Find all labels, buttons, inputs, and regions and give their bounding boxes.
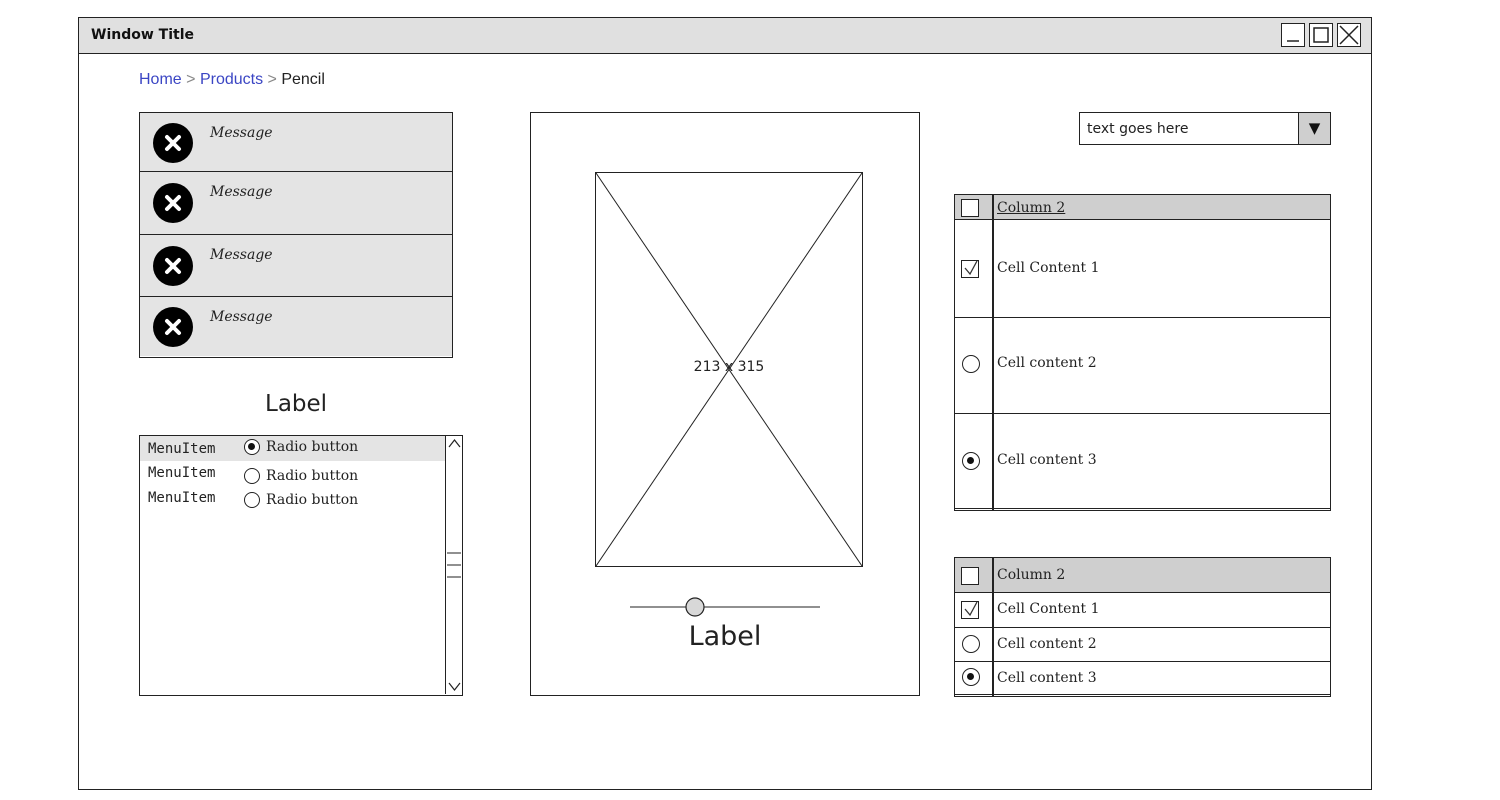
image-panel: 213 x 315 Label bbox=[530, 112, 920, 696]
vertical-scrollbar[interactable] bbox=[445, 436, 462, 694]
image-dimensions: 213 x 315 bbox=[693, 359, 765, 375]
radio-button[interactable] bbox=[244, 439, 260, 455]
cell-text: Cell content 2 bbox=[997, 636, 1097, 652]
maximize-button[interactable] bbox=[1309, 23, 1333, 47]
dropdown-value: text goes here bbox=[1087, 121, 1189, 137]
breadcrumb-products[interactable]: Products bbox=[199, 71, 264, 88]
select-all-checkbox[interactable] bbox=[961, 567, 979, 585]
breadcrumb-separator: > bbox=[186, 71, 196, 88]
table-row[interactable]: Cell content 2 bbox=[955, 318, 1330, 414]
row-checkbox[interactable] bbox=[961, 260, 979, 278]
row-radio[interactable] bbox=[962, 635, 980, 653]
table-row[interactable]: Cell content 3 bbox=[955, 414, 1330, 509]
window-title: Window Title bbox=[91, 27, 194, 43]
checkmark-icon bbox=[964, 601, 978, 617]
row-radio[interactable] bbox=[962, 452, 980, 470]
radio-option[interactable]: Radio button bbox=[244, 468, 358, 484]
radio-button[interactable] bbox=[244, 468, 260, 484]
image-placeholder-icon bbox=[596, 173, 862, 566]
breadcrumb-home[interactable]: Home bbox=[139, 71, 182, 88]
message-item: Message bbox=[140, 297, 452, 356]
table-row[interactable]: Cell content 3 bbox=[955, 662, 1330, 695]
menu-item-label: MenuItem bbox=[148, 490, 216, 506]
column-divider bbox=[992, 558, 994, 696]
breadcrumb: Home > Products > Pencil bbox=[139, 71, 325, 89]
column-divider bbox=[992, 195, 994, 510]
column-header: Column 2 bbox=[997, 567, 1066, 583]
row-radio[interactable] bbox=[962, 668, 980, 686]
menu-item-label: MenuItem bbox=[148, 465, 216, 481]
scroll-thumb-grip-icon bbox=[447, 552, 461, 578]
radio-listbox[interactable]: MenuItem Radio button MenuItem Radio but… bbox=[139, 435, 463, 696]
radio-button[interactable] bbox=[244, 492, 260, 508]
slider-thumb[interactable] bbox=[685, 597, 705, 617]
close-circle-icon[interactable] bbox=[153, 123, 193, 163]
list-item[interactable]: MenuItem Radio button bbox=[140, 436, 445, 461]
radio-option[interactable]: Radio button bbox=[244, 492, 358, 508]
cell-text: Cell Content 1 bbox=[997, 260, 1100, 276]
data-table-compact: Column 2 Cell Content 1 Cell content 2 C… bbox=[954, 557, 1331, 697]
message-item: Message bbox=[140, 235, 452, 297]
row-checkbox[interactable] bbox=[961, 601, 979, 619]
radio-label: Radio button bbox=[266, 492, 359, 508]
title-bar: Window Title bbox=[79, 18, 1371, 54]
slider[interactable] bbox=[630, 596, 820, 618]
radio-option[interactable]: Radio button bbox=[244, 439, 358, 455]
dropdown-button[interactable]: ▼ bbox=[1298, 113, 1330, 144]
app-window: Window Title Home > Products > Pencil Me… bbox=[78, 17, 1372, 790]
radio-label: Radio button bbox=[266, 468, 359, 484]
list-item[interactable]: MenuItem Radio button bbox=[140, 463, 445, 488]
table-row[interactable]: Cell Content 1 bbox=[955, 593, 1330, 628]
message-item: Message bbox=[140, 113, 452, 172]
close-button[interactable] bbox=[1337, 23, 1361, 47]
close-circle-icon[interactable] bbox=[153, 307, 193, 347]
data-table: Column 2 Cell Content 1 Cell content 2 C… bbox=[954, 194, 1331, 511]
message-item: Message bbox=[140, 172, 452, 235]
image-label: Label bbox=[688, 621, 762, 652]
message-text: Message bbox=[210, 125, 273, 141]
table-header: Column 2 bbox=[955, 558, 1330, 593]
message-list: Message Message Message Message bbox=[139, 112, 453, 358]
dropdown-select[interactable]: text goes here ▼ bbox=[1079, 112, 1331, 145]
select-all-checkbox[interactable] bbox=[961, 199, 979, 217]
message-text: Message bbox=[210, 247, 273, 263]
row-radio[interactable] bbox=[962, 355, 980, 373]
table-header: Column 2 bbox=[955, 195, 1330, 220]
list-label: Label bbox=[265, 391, 328, 417]
message-text: Message bbox=[210, 309, 273, 325]
list-item[interactable]: MenuItem Radio button bbox=[140, 488, 445, 513]
cell-text: Cell content 2 bbox=[997, 355, 1097, 371]
cell-text: Cell Content 1 bbox=[997, 601, 1100, 617]
breadcrumb-separator: > bbox=[267, 71, 277, 88]
menu-item-label: MenuItem bbox=[148, 441, 216, 457]
breadcrumb-current: Pencil bbox=[281, 71, 325, 88]
close-icon bbox=[1339, 25, 1359, 45]
minimize-icon bbox=[1287, 40, 1299, 42]
close-circle-icon[interactable] bbox=[153, 183, 193, 223]
maximize-icon bbox=[1313, 27, 1329, 43]
chevron-up-icon bbox=[448, 439, 461, 448]
close-circle-icon[interactable] bbox=[153, 246, 193, 286]
table-row[interactable]: Cell Content 1 bbox=[955, 220, 1330, 318]
image-placeholder: 213 x 315 bbox=[595, 172, 863, 567]
triangle-down-icon: ▼ bbox=[1308, 119, 1321, 137]
chevron-down-icon bbox=[448, 682, 461, 691]
message-text: Message bbox=[210, 184, 273, 200]
checkmark-icon bbox=[964, 260, 978, 276]
column-header: Column 2 bbox=[997, 200, 1066, 216]
minimize-button[interactable] bbox=[1281, 23, 1305, 47]
radio-label: Radio button bbox=[266, 439, 359, 455]
cell-text: Cell content 3 bbox=[997, 452, 1097, 468]
table-row[interactable]: Cell content 2 bbox=[955, 628, 1330, 662]
cell-text: Cell content 3 bbox=[997, 670, 1097, 686]
